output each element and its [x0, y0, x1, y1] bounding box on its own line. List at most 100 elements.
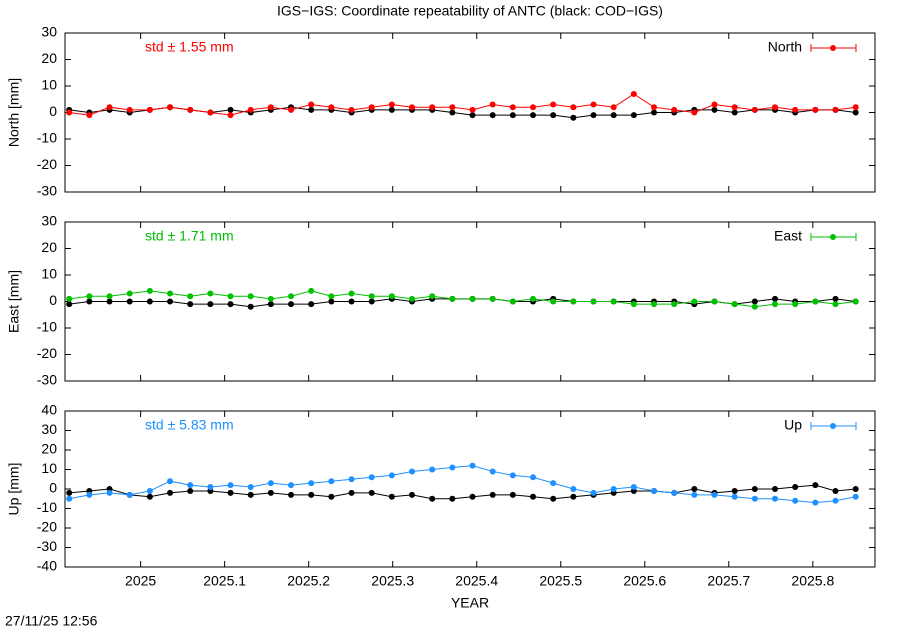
data-point — [308, 287, 315, 294]
data-point — [106, 298, 113, 305]
data-point — [651, 301, 658, 308]
series-line — [69, 93, 856, 116]
data-point — [328, 104, 335, 111]
data-point — [429, 495, 436, 502]
x-tick-label: 2025.8 — [791, 573, 834, 589]
data-point — [751, 106, 758, 113]
data-point — [409, 104, 416, 111]
data-point — [126, 491, 133, 498]
data-point — [207, 301, 214, 308]
data-point — [409, 491, 416, 498]
data-point — [106, 104, 113, 111]
data-point — [852, 493, 859, 500]
data-point — [409, 468, 416, 475]
data-point — [429, 293, 436, 300]
timestamp: 27/11/25 12:56 — [5, 613, 98, 629]
y-tick-label: 30 — [41, 213, 57, 229]
data-point — [691, 298, 698, 305]
data-point — [751, 298, 758, 305]
data-point — [368, 298, 375, 305]
data-point — [651, 104, 658, 111]
data-point — [792, 484, 799, 491]
data-point — [267, 480, 274, 487]
series-line — [69, 484, 856, 500]
data-point — [630, 112, 637, 119]
data-point — [247, 303, 254, 310]
data-point — [348, 476, 355, 483]
data-point — [832, 106, 839, 113]
data-point — [167, 489, 174, 496]
legend-marker — [830, 45, 836, 51]
y-tick-label: -20 — [37, 345, 57, 361]
data-point — [66, 109, 73, 116]
data-point — [489, 112, 496, 119]
data-point — [328, 478, 335, 485]
data-point — [751, 486, 758, 492]
data-point — [530, 104, 537, 111]
data-point — [449, 295, 456, 302]
data-point — [388, 293, 395, 300]
data-point — [187, 301, 194, 308]
data-point — [751, 495, 758, 502]
data-point — [368, 489, 375, 496]
data-point — [630, 90, 637, 97]
data-point — [772, 495, 779, 502]
y-axis-label: East [mm] — [6, 270, 22, 333]
data-point — [227, 482, 234, 489]
data-point — [691, 486, 698, 492]
data-point — [207, 290, 214, 297]
data-point — [691, 491, 698, 498]
data-point — [146, 106, 153, 113]
data-point — [126, 106, 133, 113]
data-point — [308, 106, 315, 113]
data-point — [429, 104, 436, 111]
data-point — [570, 298, 577, 305]
series-line — [69, 298, 856, 308]
data-point — [146, 287, 153, 294]
data-point — [509, 491, 516, 498]
data-point — [630, 301, 637, 308]
x-axis-label: YEAR — [451, 595, 489, 611]
data-point — [630, 484, 637, 491]
legend-marker — [830, 423, 836, 429]
series-line — [69, 465, 856, 504]
data-point — [449, 495, 456, 502]
data-point — [671, 489, 678, 496]
data-point — [167, 290, 174, 297]
data-point — [530, 493, 537, 500]
data-point — [590, 489, 597, 496]
data-point — [550, 298, 557, 305]
data-point — [348, 298, 355, 305]
data-point — [812, 106, 819, 113]
data-point — [489, 101, 496, 108]
x-tick-label: 2025.3 — [371, 573, 414, 589]
data-point — [288, 106, 295, 113]
data-point — [590, 112, 597, 119]
y-tick-label: 20 — [41, 50, 57, 66]
data-point — [66, 295, 73, 302]
data-point — [247, 484, 254, 491]
y-tick-label: 0 — [49, 292, 57, 308]
data-point — [66, 489, 73, 496]
data-point — [509, 472, 516, 479]
data-point — [247, 106, 254, 113]
data-point — [449, 109, 456, 116]
data-point — [368, 474, 375, 481]
data-point — [388, 493, 395, 500]
data-point — [852, 298, 859, 305]
data-point — [610, 298, 617, 305]
data-point — [86, 293, 93, 300]
data-point — [832, 487, 839, 494]
data-point — [167, 104, 174, 111]
data-point — [550, 112, 557, 119]
y-tick-label: -30 — [37, 538, 57, 554]
data-point — [66, 495, 73, 502]
data-point — [530, 295, 537, 302]
data-point — [772, 104, 779, 111]
data-point — [146, 487, 153, 494]
data-point — [126, 298, 133, 305]
data-point — [751, 303, 758, 310]
data-point — [509, 112, 516, 119]
data-point — [126, 290, 133, 297]
